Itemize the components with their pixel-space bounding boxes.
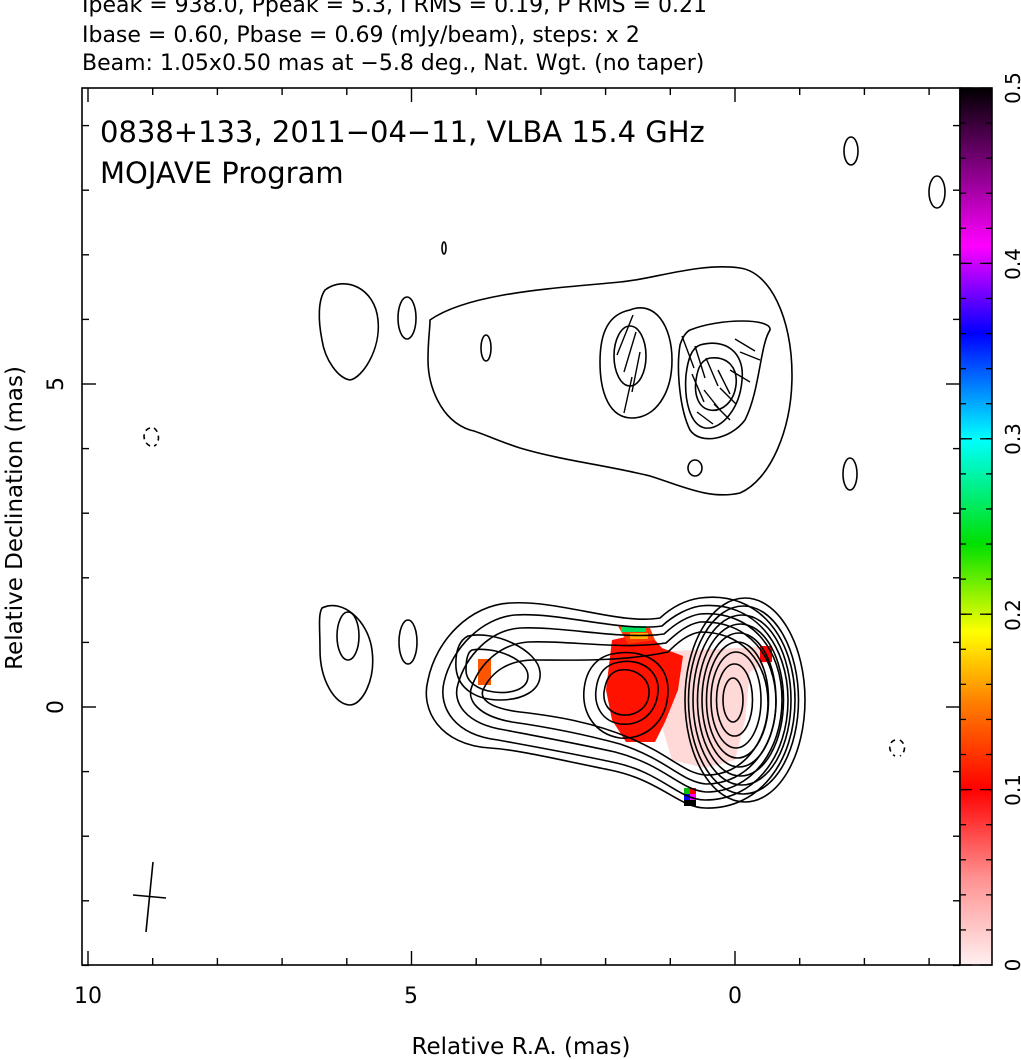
colorbar-tick-label-0.1: 0.1: [1001, 774, 1021, 806]
evpa-vector-2: [631, 351, 641, 393]
pol-patch-4: [478, 659, 491, 685]
evpa-vector-10: [719, 387, 737, 405]
map-title-line-1: 0838+133, 2011−04−11, VLBA 15.4 GHz: [100, 115, 705, 149]
core-contour-1: [715, 663, 754, 737]
pol-pixel-edge-magenta: [690, 794, 696, 800]
core-contour-5: [696, 623, 785, 777]
north-knot-2-mid: [684, 342, 743, 429]
x-tick-label-0: 0: [728, 984, 742, 1009]
north-knot-1-inner: [613, 325, 647, 387]
north-island-1: [318, 283, 380, 381]
evpa-vector-4: [681, 335, 695, 369]
header-line-3: Beam: 1.05x0.50 mas at −5.8 deg., Nat. W…: [82, 51, 705, 76]
inner-knot-3: [603, 669, 650, 716]
core-contour-0: [722, 677, 744, 723]
negative-contour-1: [143, 427, 160, 447]
colorbar: [959, 87, 993, 966]
y-axis-label: Relative Declination (mas): [2, 366, 28, 670]
evpa-vector-14: [713, 403, 731, 421]
evpa-vector-12: [739, 351, 761, 361]
map-title-line-2: MOJAVE Program: [100, 156, 344, 190]
colorbar-ticks: [960, 87, 992, 966]
island-left-1-inner: [336, 611, 360, 661]
negative-contour-2: [888, 739, 906, 757]
noise-island-2: [928, 175, 946, 209]
island-left-1: [318, 604, 374, 706]
colorbar-tick-label-0.2: 0.2: [1001, 599, 1021, 631]
x-tick-label-5: 5: [404, 984, 418, 1009]
evpa-vector-5: [694, 345, 706, 379]
pol-pixel-edge-black: [684, 800, 696, 806]
pol-pixel-green: [621, 626, 646, 632]
colorbar-tick-label-0.3: 0.3: [1001, 423, 1021, 455]
core-contour-2: [710, 651, 762, 749]
jet-knot-4-inner: [465, 648, 529, 694]
jet-envelope-3: [455, 613, 783, 793]
x-axis-label: Relative R.A. (mas): [412, 1034, 631, 1060]
island-left-2: [398, 619, 418, 665]
intensity-contours: [143, 136, 946, 809]
inner-knot-1: [583, 651, 669, 739]
north-island-2: [397, 296, 417, 340]
core-contour-6: [692, 614, 792, 786]
north-dot: [687, 459, 703, 477]
pol-pixel-edge-green: [684, 788, 690, 794]
y-tick-label-5: 5: [44, 377, 69, 391]
evpa-vector-0: [616, 314, 634, 356]
pol-pixel-edge-blue: [684, 794, 690, 800]
header-line-1: Ipeak = 938.0, Ppeak = 5.3, I RMS = 0.19…: [82, 0, 707, 18]
north-knot-2: [677, 320, 771, 440]
beam-marker: [132, 861, 167, 933]
evpa-vector-1: [623, 331, 637, 373]
jet-envelope-4: [469, 621, 777, 785]
core-contour-8: [684, 597, 806, 803]
axis-ticks: [82, 88, 960, 967]
evpa-vector-11: [729, 369, 751, 383]
evpa-vector-13: [696, 411, 714, 425]
jet-envelope-5: [481, 631, 769, 776]
x-tick-label-10: 10: [74, 984, 102, 1009]
north-knot-small: [480, 334, 492, 362]
pol-pixel-edge-red: [690, 788, 696, 794]
jet-knot-4: [455, 634, 541, 701]
north-speck: [441, 241, 447, 255]
core-contour-7: [687, 605, 800, 795]
noise-island-1: [843, 136, 859, 166]
jet-envelope-2: [442, 604, 789, 801]
evpa-vector-8: [691, 373, 705, 403]
north-envelope: [427, 266, 793, 496]
inner-knot-2: [594, 660, 659, 725]
evpa-vector-3: [623, 376, 633, 414]
beam-minor-axis: [132, 894, 167, 899]
jet-envelope-1: [425, 596, 796, 809]
pol-patch-0: [660, 647, 770, 768]
colorbar-tick-label-0.5: 0.5: [1001, 72, 1021, 104]
evpa-vector-15: [734, 338, 756, 352]
north-knot-2-inner: [694, 357, 737, 411]
evpa-vector-6: [705, 357, 719, 387]
colorbar-tick-label-0.4: 0.4: [1001, 248, 1021, 280]
colorbar-tick-label-0: 0: [1001, 959, 1021, 972]
polarization-vectors: [616, 314, 761, 425]
y-tick-label-0: 0: [44, 700, 69, 714]
noise-island-3: [842, 457, 858, 491]
plot-frame: [81, 87, 961, 966]
evpa-vector-7: [717, 369, 731, 395]
header-line-2: Ibase = 0.60, Pbase = 0.69 (mJy/beam), s…: [82, 23, 640, 48]
north-knot-1: [599, 307, 673, 419]
